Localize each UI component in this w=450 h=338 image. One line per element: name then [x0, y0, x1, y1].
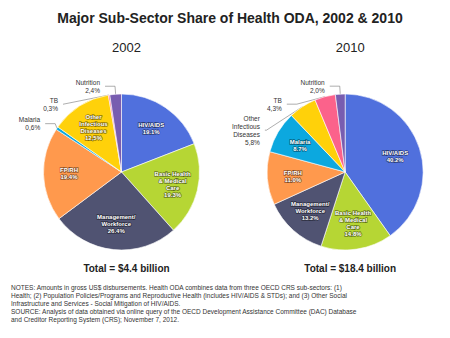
svg-text:13.2%: 13.2%: [302, 215, 320, 221]
svg-text:4,3%: 4,3%: [267, 105, 282, 112]
svg-text:12,5%: 12,5%: [85, 135, 103, 141]
svg-text:Care: Care: [346, 224, 360, 230]
svg-text:TB: TB: [50, 97, 58, 104]
svg-text:Workforce: Workforce: [101, 221, 131, 227]
svg-text:Management/: Management/: [97, 214, 136, 220]
svg-text:Basic Health: Basic Health: [155, 171, 191, 177]
svg-text:Infectious: Infectious: [79, 121, 108, 127]
svg-text:Workforce: Workforce: [295, 208, 325, 214]
svg-text:Other: Other: [86, 114, 103, 120]
svg-text:40.2%: 40.2%: [387, 157, 405, 163]
svg-text:Other: Other: [244, 115, 261, 122]
svg-text:0,3%: 0,3%: [43, 105, 58, 112]
svg-text:SOURCE: Analysis of data obtai: SOURCE: Analysis of data obtained via on…: [11, 308, 357, 316]
svg-text:5,8%: 5,8%: [245, 139, 260, 146]
svg-text:HIV/AIDS: HIV/AIDS: [382, 150, 408, 156]
svg-text:11.0%: 11.0%: [284, 177, 301, 183]
svg-text:& Medical: & Medical: [339, 217, 367, 223]
svg-text:& Medical: & Medical: [159, 178, 187, 184]
svg-text:Malaria: Malaria: [290, 139, 311, 145]
svg-text:FP/RH: FP/RH: [284, 170, 302, 176]
svg-text:Management/: Management/: [291, 201, 330, 207]
svg-text:8.7%: 8.7%: [293, 146, 307, 152]
svg-text:Basic Health: Basic Health: [335, 210, 371, 216]
svg-text:Major Sub-Sector Share of Heal: Major Sub-Sector Share of Health ODA, 20…: [57, 10, 403, 26]
svg-text:FP/RH: FP/RH: [60, 167, 78, 173]
svg-text:14.8%: 14.8%: [345, 231, 363, 237]
svg-text:2002: 2002: [112, 40, 141, 55]
svg-text:Total = $4.4 billion: Total = $4.4 billion: [83, 263, 169, 274]
svg-text:and Creditor Reporting System: and Creditor Reporting System (CRS); Nov…: [11, 316, 179, 324]
svg-text:2010: 2010: [336, 40, 365, 55]
svg-text:Nutrition: Nutrition: [301, 79, 326, 86]
svg-text:26.4%: 26.4%: [108, 228, 126, 234]
svg-text:19.1%: 19.1%: [143, 129, 161, 135]
svg-text:Care: Care: [166, 185, 180, 191]
svg-text:19.4%: 19.4%: [61, 174, 79, 180]
svg-text:NOTES: Amounts in gross US$ di: NOTES: Amounts in gross US$ disbursement…: [11, 284, 342, 292]
svg-text:Nutrition: Nutrition: [76, 79, 101, 86]
svg-text:Total = $18.4 billion: Total = $18.4 billion: [304, 263, 396, 274]
svg-text:Malaria: Malaria: [19, 116, 41, 123]
svg-text:Health; (2) Population Policie: Health; (2) Population Policies/Programs…: [11, 292, 348, 300]
svg-text:2,4%: 2,4%: [85, 87, 100, 94]
svg-text:Infectious: Infectious: [232, 123, 261, 130]
svg-text:Infrastructure and Services -: Infrastructure and Services - Social Mit…: [11, 300, 181, 308]
svg-text:0,6%: 0,6%: [25, 124, 40, 131]
svg-text:2,0%: 2,0%: [310, 87, 325, 94]
svg-text:TB: TB: [274, 97, 282, 104]
svg-text:HIV/AIDS: HIV/AIDS: [138, 122, 164, 128]
svg-text:19.3%: 19.3%: [164, 192, 182, 198]
svg-text:Diseases: Diseases: [233, 131, 260, 138]
svg-text:Diseases: Diseases: [80, 128, 107, 134]
